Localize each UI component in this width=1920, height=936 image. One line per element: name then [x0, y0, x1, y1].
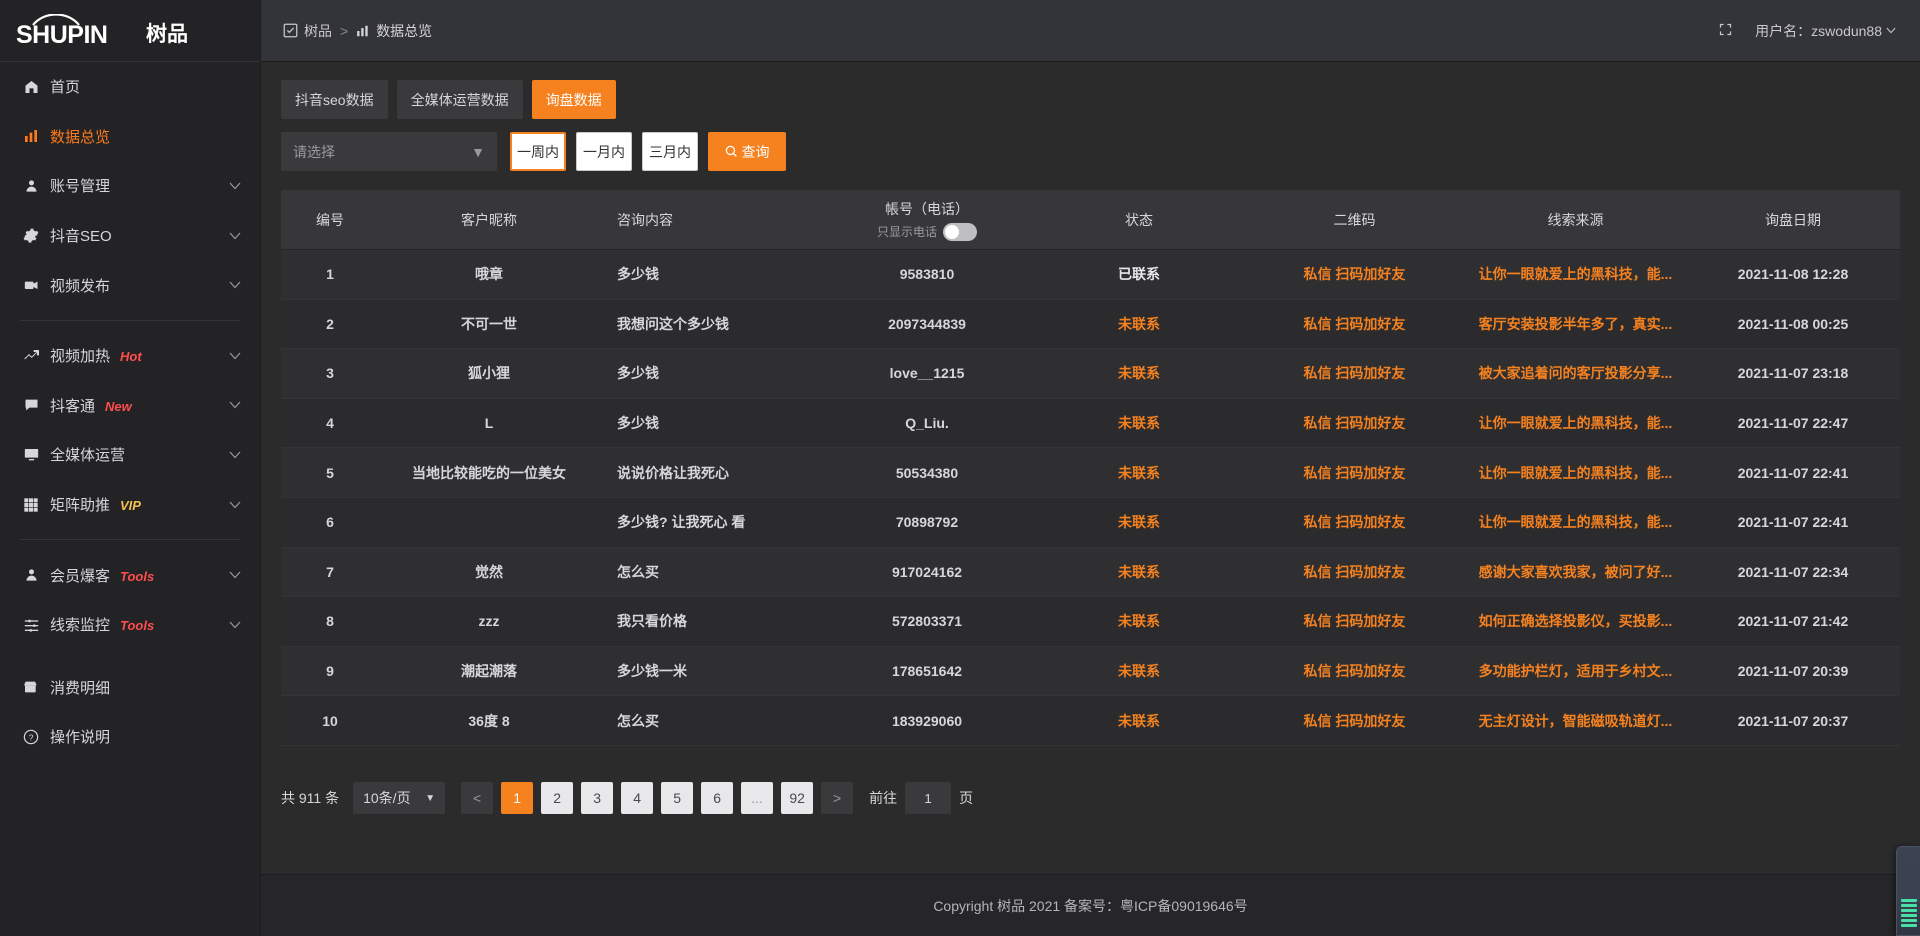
svg-text:?: ? [29, 732, 34, 742]
svg-text:SHUPIN: SHUPIN [16, 21, 107, 48]
svg-text:树品: 树品 [146, 22, 188, 46]
